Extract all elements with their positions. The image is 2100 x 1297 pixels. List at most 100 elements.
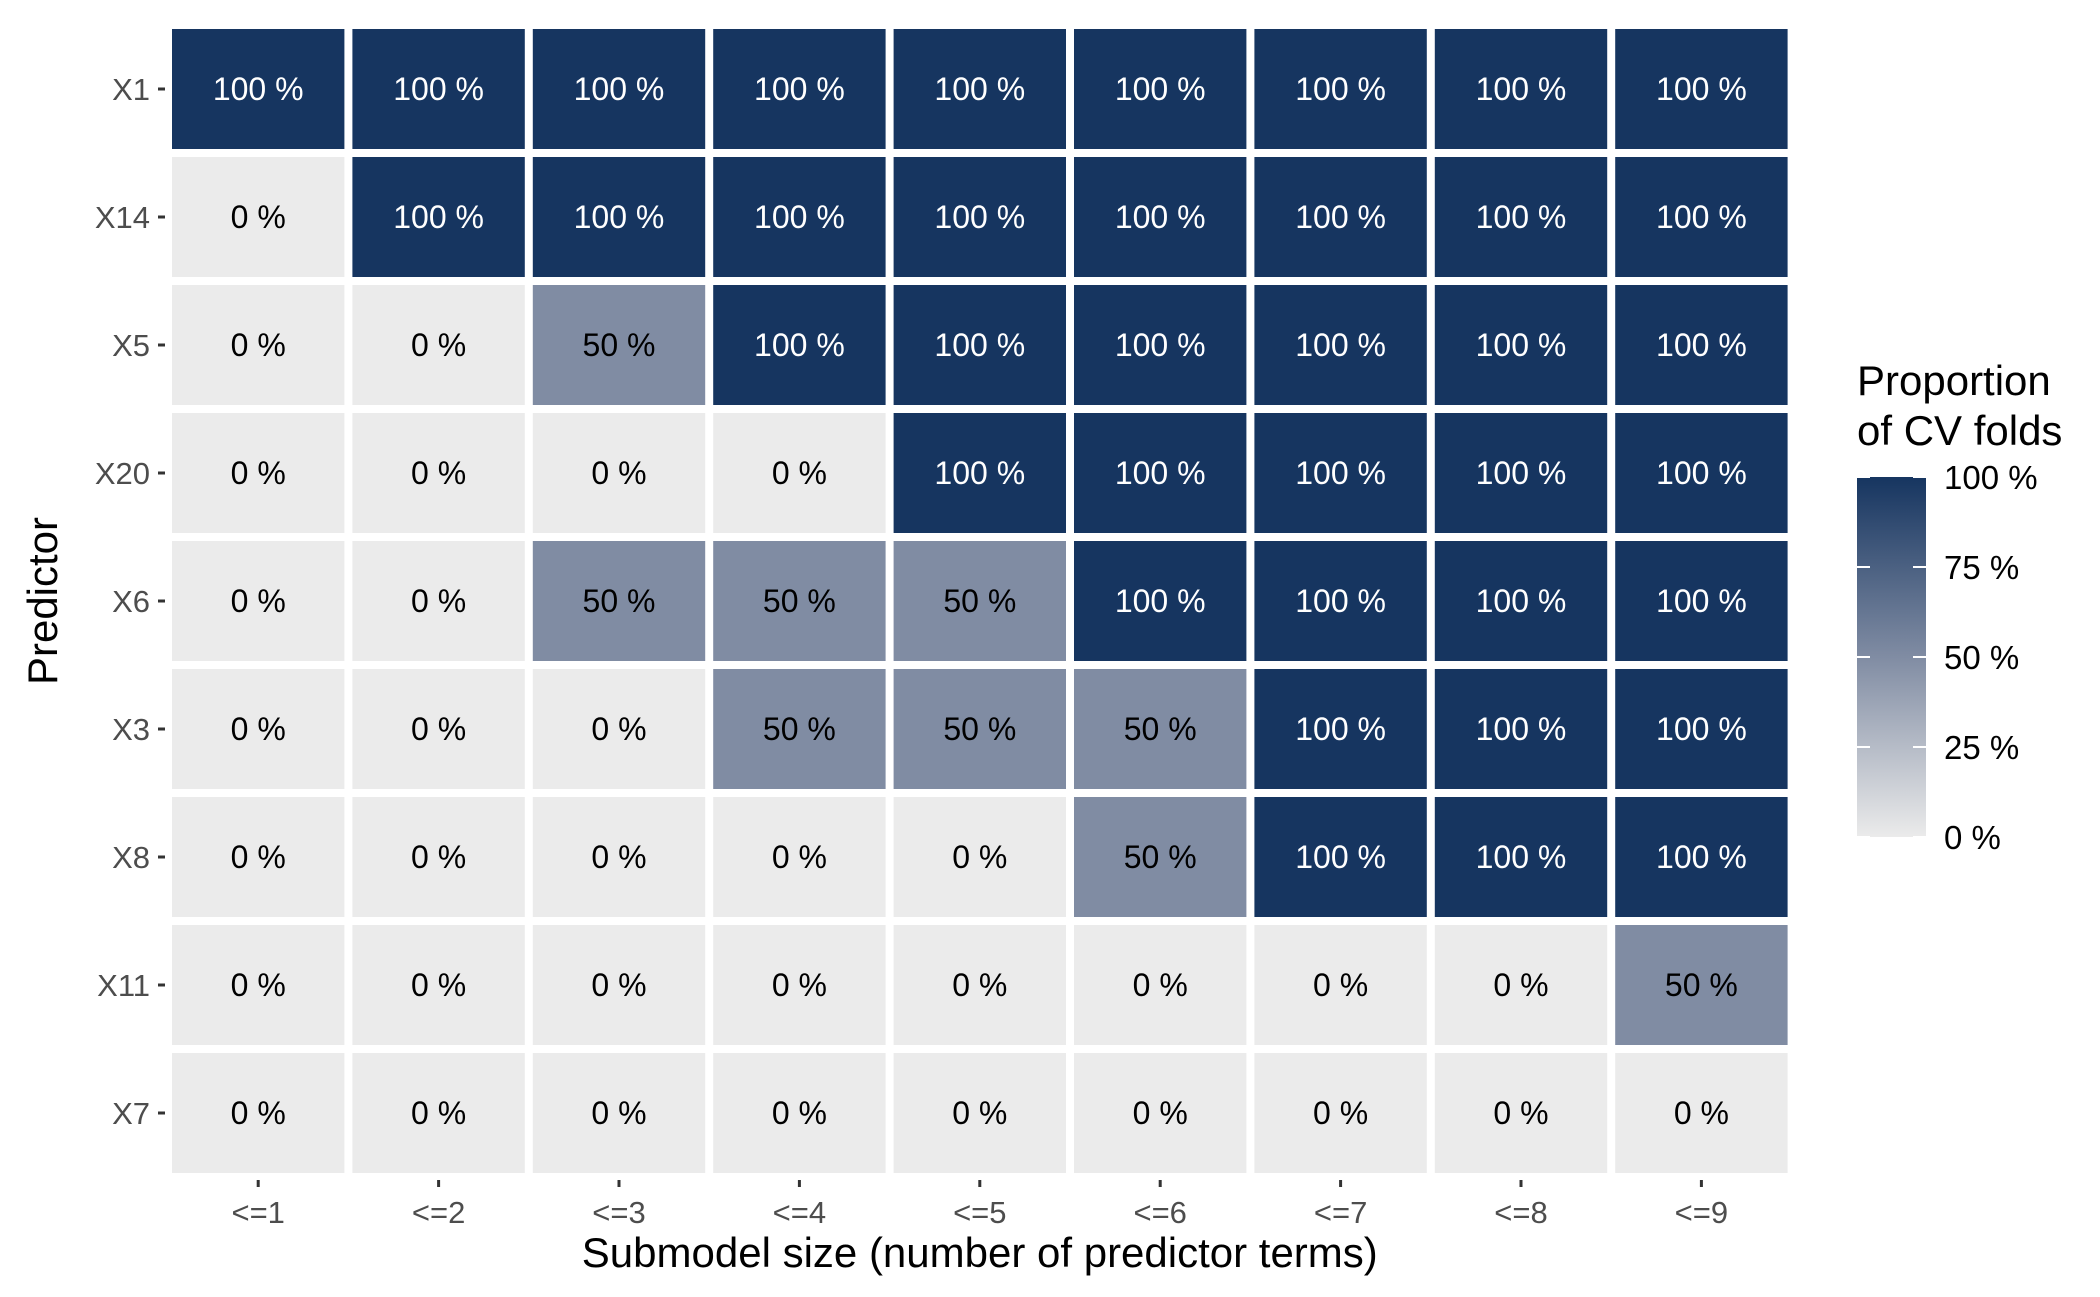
y-tick-label-X7: X7 — [112, 1096, 150, 1131]
cell-value-label: 0 % — [1313, 967, 1368, 1003]
cell-value-label: 50 % — [943, 711, 1016, 747]
heatmap-cell-X20-4 — [713, 413, 886, 533]
cell-value-label: 100 % — [574, 199, 665, 235]
heatmap-cell-X14-1 — [172, 157, 345, 277]
x-axis-title: Submodel size (number of predictor terms… — [582, 1229, 1378, 1276]
heatmap-cell-X14-5 — [893, 157, 1066, 277]
cell-value-label: 100 % — [1476, 711, 1567, 747]
cell-labels: 100 % 100 % 100 % 100 % 100 % 100 % 100 % 100 %… — [213, 71, 1747, 1131]
heatmap-cell-X3-5 — [893, 669, 1066, 789]
heatmap-cell-X3-4 — [713, 669, 886, 789]
x-tick-label: <=6 — [1133, 1195, 1186, 1230]
heatmap-cell-X11-3 — [532, 925, 706, 1045]
heatmap-cell-X11-8 — [1434, 925, 1608, 1045]
cell-value-label: 100 % — [934, 327, 1025, 363]
heatmap-cell-X14-8 — [1434, 157, 1608, 277]
heatmap-cell-X14-9 — [1615, 157, 1788, 277]
x-tick-label: <=9 — [1675, 1195, 1728, 1230]
cell-value-label: 100 % — [1476, 839, 1567, 875]
heatmap-cell-X8-1 — [172, 797, 345, 917]
cell-value-label: 0 % — [591, 455, 646, 491]
y-tick-label-X14: X14 — [95, 200, 150, 235]
cell-value-label: 100 % — [934, 71, 1025, 107]
cell-value-label: 100 % — [1115, 455, 1206, 491]
heatmap-cell-X11-2 — [352, 925, 525, 1045]
heatmap-cell-X7-8 — [1434, 1053, 1608, 1173]
legend-title-line-1: Proportion — [1857, 357, 2051, 404]
heatmap-cell-X8-4 — [713, 797, 886, 917]
heatmap-cell-X5-9 — [1615, 285, 1788, 405]
cell-value-label: 0 % — [1674, 1095, 1729, 1131]
heatmap-cell-X8-8 — [1434, 797, 1608, 917]
y-tick-label-X20: X20 — [95, 456, 150, 491]
cell-value-label: 100 % — [1295, 71, 1386, 107]
cell-value-label: 50 % — [1124, 711, 1197, 747]
heatmap-cell-X11-5 — [893, 925, 1066, 1045]
x-tick-label: <=7 — [1314, 1195, 1367, 1230]
heatmap-cell-X6-8 — [1434, 541, 1608, 661]
cell-value-label: 100 % — [1115, 199, 1206, 235]
cell-value-label: 50 % — [1665, 967, 1738, 1003]
cell-value-label: 100 % — [1476, 71, 1567, 107]
heatmap-cell-X6-7 — [1254, 541, 1427, 661]
heatmap-cell-X6-9 — [1615, 541, 1788, 661]
legend-tick-label: 75 % — [1944, 549, 2019, 586]
y-tick-label-X3: X3 — [112, 712, 150, 747]
cell-value-label: 0 % — [231, 199, 286, 235]
heatmap-cell-X11-9 — [1615, 925, 1788, 1045]
x-tick-label: <=4 — [773, 1195, 826, 1230]
legend-tick-label: 0 % — [1944, 819, 2001, 856]
x-tick-label: <=5 — [953, 1195, 1006, 1230]
cell-value-label: 0 % — [772, 1095, 827, 1131]
cell-value-label: 100 % — [393, 71, 484, 107]
x-tick-label: <=8 — [1494, 1195, 1547, 1230]
heatmap-cell-X20-7 — [1254, 413, 1427, 533]
x-tick-label: <=1 — [231, 1195, 284, 1230]
cell-value-label: 100 % — [1656, 711, 1747, 747]
heatmap-cell-X5-1 — [172, 285, 345, 405]
heatmap-cell-X1-4 — [713, 29, 886, 149]
heatmap-cell-X5-8 — [1434, 285, 1608, 405]
cell-value-label: 0 % — [952, 967, 1007, 1003]
cell-value-label: 100 % — [1476, 199, 1567, 235]
heatmap-cell-X1-3 — [532, 29, 706, 149]
heatmap-cell-X20-6 — [1074, 413, 1247, 533]
heatmap-cell-X1-1 — [172, 29, 345, 149]
heatmap-cell-X14-2 — [352, 157, 525, 277]
y-tick-label-X8: X8 — [112, 840, 150, 875]
heatmap-cell-X6-1 — [172, 541, 345, 661]
cell-value-label: 0 % — [1133, 1095, 1188, 1131]
heatmap-cell-X11-6 — [1074, 925, 1247, 1045]
heatmap-cell-X20-8 — [1434, 413, 1608, 533]
cell-value-label: 0 % — [231, 711, 286, 747]
heatmap-cell-X8-7 — [1254, 797, 1427, 917]
legend-tick-label: 100 % — [1944, 459, 2038, 496]
cell-value-label: 0 % — [411, 711, 466, 747]
cell-value-label: 0 % — [952, 1095, 1007, 1131]
cell-value-label: 0 % — [772, 839, 827, 875]
cell-value-label: 100 % — [934, 455, 1025, 491]
x-tick-label: <=2 — [412, 1195, 465, 1230]
heatmap-cell-X3-6 — [1074, 669, 1247, 789]
heatmap-cell-X20-9 — [1615, 413, 1788, 533]
cell-value-label: 50 % — [583, 327, 656, 363]
heatmap-cell-X5-5 — [893, 285, 1066, 405]
cell-value-label: 100 % — [934, 199, 1025, 235]
cell-value-label: 100 % — [1656, 199, 1747, 235]
cell-value-label: 0 % — [591, 1095, 646, 1131]
cell-value-label: 0 % — [411, 967, 466, 1003]
y-axis: X1 X14 X5 X20 X6 X3 X8 X11 X7 — [95, 72, 165, 1131]
cell-value-label: 0 % — [231, 455, 286, 491]
heatmap-cell-X5-3 — [532, 285, 706, 405]
cell-value-label: 100 % — [1656, 71, 1747, 107]
cell-value-label: 0 % — [231, 839, 286, 875]
cell-value-label: 0 % — [591, 711, 646, 747]
cell-value-label: 100 % — [1656, 327, 1747, 363]
heatmap-cell-X3-8 — [1434, 669, 1608, 789]
cell-value-label: 100 % — [1115, 327, 1206, 363]
cell-value-label: 0 % — [1493, 967, 1548, 1003]
heatmap-cell-X1-2 — [352, 29, 525, 149]
heatmap-cell-X11-7 — [1254, 925, 1427, 1045]
cell-value-label: 0 % — [231, 967, 286, 1003]
